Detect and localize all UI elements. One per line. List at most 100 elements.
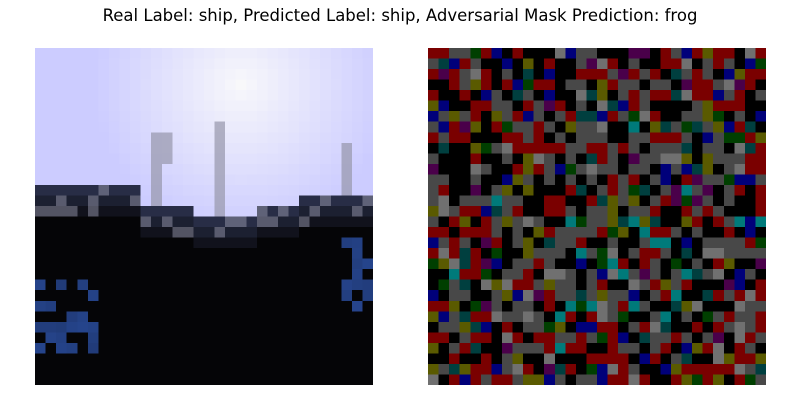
- original-pixel: [66, 142, 78, 154]
- mask-pixel: [512, 269, 524, 280]
- original-pixel: [309, 321, 321, 333]
- original-pixel: [35, 216, 46, 228]
- mask-pixel: [544, 69, 555, 80]
- mask-pixel: [607, 111, 619, 122]
- mask-pixel: [480, 163, 492, 175]
- mask-pixel: [565, 48, 577, 59]
- original-pixel: [277, 79, 289, 91]
- mask-pixel: [618, 342, 629, 354]
- mask-pixel: [459, 132, 471, 143]
- original-pixel: [87, 100, 99, 112]
- mask-pixel: [734, 374, 746, 385]
- original-pixel: [277, 195, 289, 207]
- mask-pixel: [491, 153, 503, 165]
- mask-pixel: [692, 216, 703, 228]
- mask-pixel: [618, 300, 629, 312]
- mask-pixel: [523, 374, 534, 385]
- mask-pixel: [512, 153, 524, 165]
- original-pixel: [246, 100, 258, 112]
- mask-pixel: [575, 227, 587, 238]
- mask-pixel: [554, 374, 566, 385]
- original-pixel: [87, 90, 99, 101]
- original-pixel: [172, 184, 184, 196]
- original-pixel: [161, 121, 173, 133]
- mask-pixel: [734, 311, 746, 323]
- mask-pixel: [713, 90, 724, 101]
- mask-pixel: [544, 163, 555, 175]
- mask-pixel: [639, 111, 651, 122]
- mask-pixel: [438, 100, 450, 112]
- original-pixel: [225, 184, 236, 196]
- mask-pixel: [660, 321, 672, 333]
- mask-pixel: [449, 311, 460, 323]
- mask-pixel: [755, 111, 766, 122]
- mask-pixel: [512, 90, 524, 101]
- mask-pixel: [692, 363, 703, 375]
- mask-pixel: [544, 258, 555, 270]
- mask-pixel: [544, 374, 555, 385]
- original-pixel: [98, 79, 110, 91]
- mask-pixel: [459, 184, 471, 196]
- mask-pixel: [628, 216, 640, 228]
- original-pixel: [98, 311, 110, 323]
- original-pixel: [299, 321, 310, 333]
- original-pixel: [87, 121, 99, 133]
- original-pixel: [172, 153, 184, 165]
- original-pixel: [299, 163, 310, 175]
- mask-pixel: [681, 163, 693, 175]
- original-pixel: [172, 195, 184, 207]
- original-pixel: [214, 363, 226, 375]
- original-pixel: [172, 100, 184, 112]
- mask-pixel: [512, 374, 524, 385]
- mask-pixel: [702, 363, 714, 375]
- original-pixel: [193, 153, 205, 165]
- original-pixel: [151, 269, 162, 280]
- mask-pixel: [713, 216, 724, 228]
- original-pixel: [299, 153, 310, 165]
- original-pixel: [362, 248, 373, 259]
- original-pixel: [330, 332, 342, 344]
- mask-pixel: [523, 363, 534, 375]
- mask-pixel: [755, 311, 766, 323]
- mask-pixel: [459, 195, 471, 207]
- mask-pixel: [544, 132, 555, 143]
- mask-pixel: [480, 195, 492, 207]
- original-pixel: [87, 248, 99, 259]
- original-pixel: [235, 248, 247, 259]
- original-pixel: [362, 258, 373, 270]
- mask-pixel: [744, 363, 756, 375]
- original-pixel: [341, 90, 353, 101]
- original-pixel: [108, 100, 120, 112]
- mask-pixel: [681, 311, 693, 323]
- original-pixel: [193, 90, 205, 101]
- original-pixel: [330, 342, 342, 354]
- original-pixel: [119, 353, 131, 365]
- original-pixel: [277, 321, 289, 333]
- mask-pixel: [544, 79, 555, 91]
- original-pixel: [140, 363, 152, 375]
- mask-pixel: [713, 195, 724, 207]
- original-pixel: [235, 121, 247, 133]
- original-pixel: [193, 174, 205, 186]
- original-pixel: [130, 142, 141, 154]
- original-pixel: [119, 58, 131, 70]
- original-pixel: [299, 90, 310, 101]
- original-pixel: [246, 248, 258, 259]
- original-pixel: [320, 269, 331, 280]
- mask-pixel: [639, 269, 651, 280]
- original-pixel: [45, 332, 57, 344]
- original-pixel: [45, 121, 57, 133]
- original-pixel: [256, 163, 268, 175]
- original-pixel: [320, 258, 331, 270]
- mask-pixel: [554, 142, 566, 154]
- mask-pixel: [533, 321, 545, 333]
- original-pixel: [341, 300, 353, 312]
- original-pixel: [119, 248, 131, 259]
- mask-pixel: [597, 79, 608, 91]
- mask-pixel: [670, 363, 682, 375]
- mask-pixel: [755, 174, 766, 186]
- mask-pixel: [480, 353, 492, 365]
- original-pixel: [151, 237, 162, 249]
- mask-pixel: [639, 216, 651, 228]
- mask-pixel: [428, 300, 439, 312]
